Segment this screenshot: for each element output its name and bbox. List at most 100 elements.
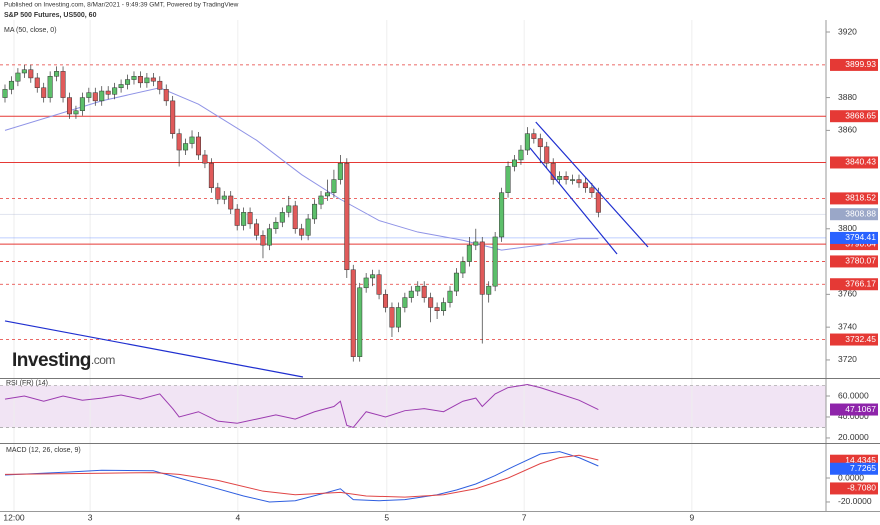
macd-title: MACD (12, 26, close, 9) <box>6 447 81 454</box>
candle-body <box>524 133 530 151</box>
logo-suffix: .com <box>91 353 116 367</box>
candle-body <box>421 285 427 298</box>
series-line <box>4 383 599 429</box>
candle-body <box>595 192 601 213</box>
candle-body <box>15 72 21 82</box>
candle-body <box>344 162 350 271</box>
level-label: 3868.65 <box>845 110 876 120</box>
candle-body <box>350 269 356 357</box>
series-line <box>4 454 599 498</box>
price-label: 3808.88 <box>845 208 876 218</box>
level-label-box <box>830 156 878 169</box>
y-tick-label: 0.0000 <box>838 472 864 482</box>
price-label-box <box>830 208 878 221</box>
y-tick-label: 3760 <box>838 289 857 299</box>
price-label-box <box>830 231 878 244</box>
trend-line <box>529 147 618 255</box>
y-tick-label: -20.0000 <box>838 496 872 506</box>
candle-body <box>54 71 60 77</box>
candle-body <box>447 290 453 303</box>
series-line <box>4 451 599 503</box>
rsi-band <box>0 385 826 428</box>
candle-body <box>99 90 105 102</box>
candle-body <box>453 272 459 292</box>
ma-label: MA (50, close, 0) <box>4 27 57 34</box>
candle-body <box>563 176 569 180</box>
candle-body <box>415 285 421 292</box>
candle-body <box>292 205 298 230</box>
candle-body <box>92 92 98 102</box>
level-label-box <box>830 278 878 291</box>
logo-name: Investing <box>12 350 91 371</box>
candle-body <box>8 80 14 90</box>
candle-body <box>331 179 337 193</box>
y-tick-label: 3800 <box>838 223 857 233</box>
level-label: 3818.52 <box>845 193 876 203</box>
candle-body <box>73 110 79 115</box>
candle-body <box>383 294 389 308</box>
logo: Investing.com <box>12 350 115 371</box>
candle-body <box>86 92 92 98</box>
candle-body <box>202 154 208 164</box>
candle-body <box>286 205 292 213</box>
candle-body <box>266 228 272 246</box>
candle-body <box>570 179 576 181</box>
level-label: 3780.07 <box>845 256 876 266</box>
candle-body <box>376 274 382 295</box>
candle-body <box>466 244 472 262</box>
candle-body <box>395 307 401 328</box>
x-tick-label: 9 <box>689 512 694 522</box>
candle-body <box>241 212 247 226</box>
candle-body <box>170 100 176 134</box>
level-label: 3899.93 <box>845 59 876 69</box>
candle-body <box>157 80 163 90</box>
candle-body <box>518 149 524 161</box>
candle-body <box>576 179 582 184</box>
candle-body <box>370 274 376 279</box>
candle-body <box>189 136 195 144</box>
value-label: 14.4345 <box>845 455 876 465</box>
candle-body <box>479 241 485 295</box>
candle-body <box>550 162 556 180</box>
candle-body <box>195 136 201 156</box>
trend-line <box>535 121 649 248</box>
level-label-box <box>830 110 878 123</box>
y-tick-label: 3880 <box>838 92 857 102</box>
candle-body <box>363 277 369 289</box>
candle-body <box>260 235 266 246</box>
candle-body <box>324 192 330 197</box>
candle-body <box>273 221 279 230</box>
candle-body <box>131 76 137 80</box>
candle-body <box>105 90 111 95</box>
candle-body <box>299 228 305 236</box>
x-tick-label: 5 <box>384 512 389 522</box>
candle-body <box>163 89 169 102</box>
value-label-box <box>830 482 878 495</box>
candle-body <box>279 212 285 223</box>
candle-body <box>499 192 505 238</box>
candle-body <box>125 79 131 85</box>
trend-line <box>4 320 304 378</box>
candle-body <box>402 297 408 308</box>
candle-body <box>247 212 253 225</box>
level-label-box <box>830 58 878 71</box>
y-tick-label: 60.0000 <box>838 390 869 400</box>
level-label-box <box>830 192 878 205</box>
value-label-box <box>830 462 878 475</box>
candle-body <box>337 162 343 180</box>
candle-body <box>208 162 214 189</box>
x-tick-label: 3 <box>88 512 93 522</box>
candle-body <box>66 97 73 115</box>
candle-body <box>486 285 492 295</box>
candle-body <box>34 77 40 89</box>
candle-body <box>473 241 479 246</box>
candle-body <box>428 297 434 308</box>
level-label: 3766.17 <box>845 278 876 288</box>
candle-body <box>150 77 156 82</box>
candle-body <box>254 223 260 236</box>
x-tick-label: 7 <box>522 512 527 522</box>
candle-body <box>41 87 47 98</box>
candle-body <box>441 302 447 312</box>
published-note: Published on Investing.com, 8/Mar/2021 -… <box>4 2 239 9</box>
